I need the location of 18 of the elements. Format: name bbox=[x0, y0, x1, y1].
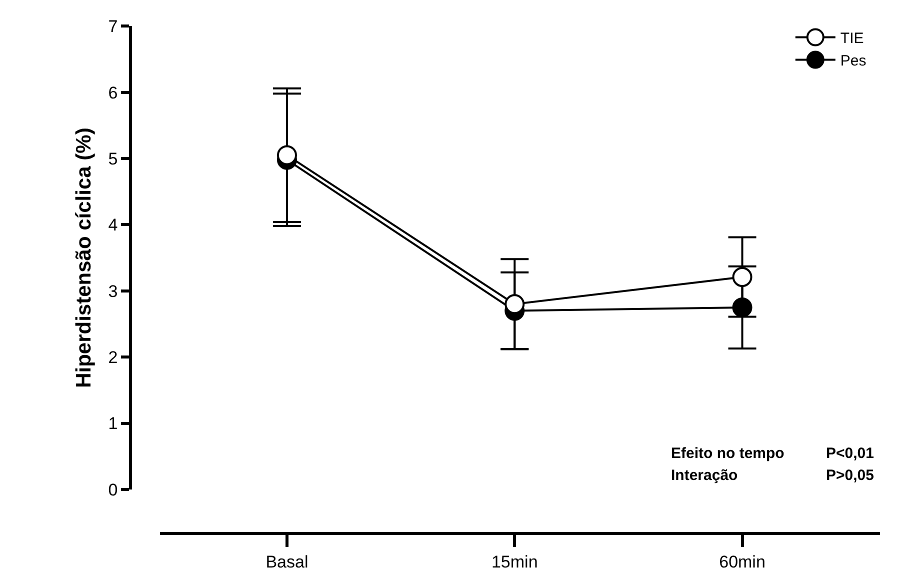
annotation: Efeito no tempo bbox=[671, 445, 784, 462]
x-tick-label: 60min bbox=[719, 552, 766, 572]
y-tick-label: 7 bbox=[108, 17, 118, 36]
y-axis-title: Hiperdistensão cíclica (%) bbox=[72, 128, 96, 388]
y-tick-label: 5 bbox=[108, 149, 118, 168]
x-tick-label: Basal bbox=[266, 552, 308, 572]
y-tick-label: 6 bbox=[108, 83, 118, 102]
y-tick-label: 2 bbox=[108, 348, 118, 368]
y-tick-label: 3 bbox=[108, 282, 118, 301]
annotation: P>0,05 bbox=[826, 467, 874, 484]
legend-label: Pes bbox=[840, 52, 866, 70]
y-tick-label: 4 bbox=[108, 216, 118, 235]
x-tick-label: 15min bbox=[491, 552, 538, 572]
legend-label: TIE bbox=[840, 30, 864, 48]
y-tick-label: 0 bbox=[108, 480, 118, 500]
annotation: P<0,01 bbox=[826, 445, 874, 462]
annotation: Interação bbox=[671, 467, 738, 484]
y-tick-label: 1 bbox=[108, 414, 118, 434]
